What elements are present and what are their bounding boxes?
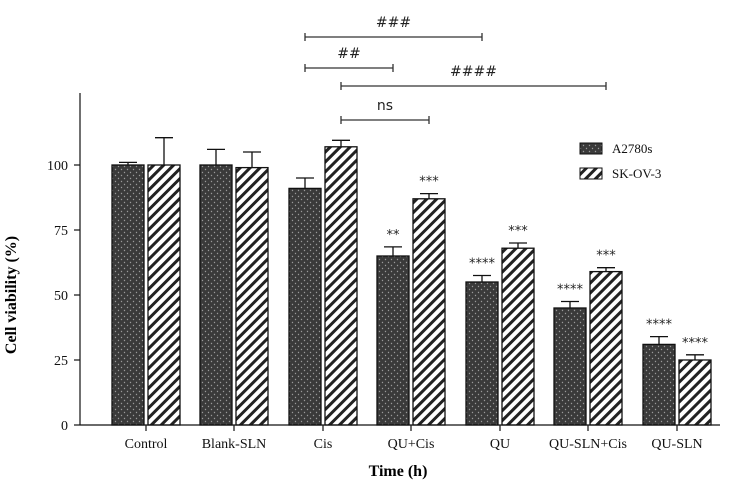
significance-labels: *************************** bbox=[387, 175, 709, 351]
bracket-1: ### bbox=[304, 15, 483, 41]
x-tick-label-cis: Cis bbox=[314, 437, 333, 452]
bars bbox=[111, 146, 712, 426]
significance-sk-ov-3-qu-sln: **** bbox=[682, 336, 709, 351]
bracket-label-1: ### bbox=[376, 15, 411, 31]
bracket-3: #### bbox=[340, 64, 607, 90]
bar-a2780s-control bbox=[111, 164, 145, 426]
y-tick-label-25: 25 bbox=[54, 354, 68, 369]
bar-a2780s-qu-sln-cis bbox=[553, 307, 587, 426]
significance-sk-ov-3-qu: *** bbox=[508, 224, 528, 239]
y-tick-label-50: 50 bbox=[54, 289, 68, 304]
bracket-label-3: #### bbox=[450, 64, 497, 80]
y-tick-label-75: 75 bbox=[54, 224, 68, 239]
bar-sk-ov-3-control bbox=[147, 164, 181, 426]
bar-sk-ov-3-qu bbox=[501, 247, 535, 426]
bar-sk-ov-3-qu-sln-cis bbox=[589, 270, 623, 426]
y-axis-title: Cell viability (%) bbox=[3, 236, 20, 354]
legend: A2780s SK-OV-3 bbox=[579, 141, 661, 181]
bar-a2780s-qu-sln bbox=[642, 343, 676, 426]
bar-sk-ov-3-qu-cis bbox=[412, 198, 446, 426]
significance-a2780s-qu-sln: **** bbox=[646, 318, 673, 333]
x-tick-label-control: Control bbox=[125, 437, 168, 452]
x-axis: Control Blank-SLN Cis QU+Cis QU QU-SLN+Cis QU-… bbox=[80, 424, 720, 452]
bar-a2780s-qu bbox=[465, 281, 499, 426]
significance-a2780s-qu: **** bbox=[469, 257, 496, 272]
legend-swatch-skov3 bbox=[579, 167, 603, 180]
bar-sk-ov-3-qu-sln bbox=[678, 359, 712, 426]
bracket-4: ns bbox=[340, 98, 430, 124]
bar-a2780s-cis bbox=[288, 187, 322, 426]
error-bars bbox=[119, 137, 704, 360]
x-tick-label-qu-sln: QU-SLN bbox=[651, 437, 702, 452]
x-tick-label-qu: QU bbox=[490, 437, 510, 452]
legend-label-skov3: SK-OV-3 bbox=[612, 166, 661, 181]
legend-swatch-a2780s bbox=[579, 142, 603, 155]
comparison-brackets: #########ns bbox=[304, 15, 607, 124]
y-tick-label-100: 100 bbox=[47, 159, 68, 174]
bar-a2780s-qu-cis bbox=[376, 255, 410, 426]
bracket-2: ## bbox=[304, 46, 394, 72]
bracket-label-4: ns bbox=[377, 98, 393, 114]
bar-sk-ov-3-cis bbox=[324, 146, 358, 426]
significance-a2780s-qu-cis: ** bbox=[387, 228, 401, 243]
bracket-label-2: ## bbox=[337, 46, 360, 62]
y-axis: 0 25 50 75 100 bbox=[47, 93, 81, 434]
significance-sk-ov-3-qu-cis: *** bbox=[419, 175, 439, 190]
bar-sk-ov-3-blank-sln bbox=[235, 166, 269, 426]
significance-a2780s-qu-sln-cis: **** bbox=[557, 283, 584, 298]
bar-a2780s-blank-sln bbox=[199, 164, 233, 426]
y-tick-label-0: 0 bbox=[61, 419, 68, 434]
x-tick-label-qu-sln-cis: QU-SLN+Cis bbox=[549, 437, 627, 452]
legend-label-a2780s: A2780s bbox=[612, 141, 652, 156]
significance-sk-ov-3-qu-sln-cis: *** bbox=[596, 249, 616, 264]
x-tick-label-blank-sln: Blank-SLN bbox=[202, 437, 267, 452]
x-tick-label-qu-cis: QU+Cis bbox=[388, 437, 435, 452]
x-axis-title: Time (h) bbox=[369, 463, 428, 480]
